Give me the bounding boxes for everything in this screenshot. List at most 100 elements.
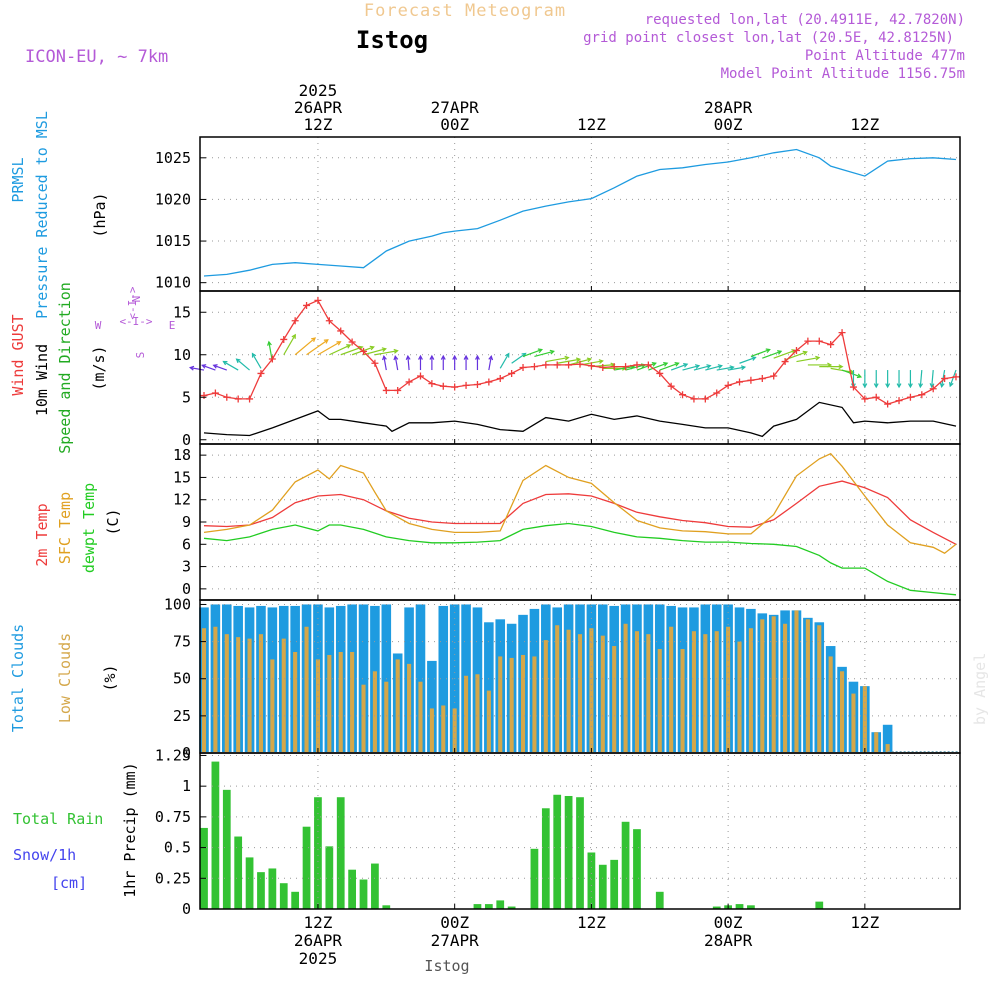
low-cloud-bar (247, 638, 252, 752)
location-title: Istog (356, 26, 428, 54)
low-clouds-label: Low Clouds (56, 633, 74, 723)
wind-arrow (329, 344, 351, 356)
compass-north: N (130, 296, 143, 303)
gust-marker (223, 393, 231, 401)
rain-bar (336, 797, 345, 909)
gust-marker (792, 347, 800, 354)
wind-arrow (796, 356, 820, 363)
wind-arrow (625, 364, 646, 371)
wind-arrow (294, 337, 316, 356)
wind-panel: 0 5 10 15 Wind GUST 10m Wind Speed and Dire… (9, 282, 961, 454)
clouds-panel: 0 25 50 75 100 Total Clouds Low Clouds (%) (9, 595, 961, 762)
low-cloud-bar (532, 656, 537, 752)
low-cloud-bar (874, 732, 879, 752)
low-cloud-bar (669, 626, 674, 752)
rain-bar (553, 794, 562, 909)
wind-arrow (407, 356, 410, 371)
wind-arrow (693, 365, 711, 371)
wind-arrow-head (212, 364, 218, 369)
rain-bar (564, 795, 573, 909)
wind-arrow (659, 362, 679, 371)
wind-arrow-head (674, 362, 680, 367)
gust-marker (553, 361, 561, 369)
y-tick-label: 0.25 (155, 869, 191, 887)
wind-arrow (773, 349, 796, 359)
gust-marker (679, 391, 687, 399)
wind-arrow-head (251, 352, 257, 358)
gust-marker (815, 337, 823, 345)
gust-marker (895, 397, 903, 405)
low-cloud-bar (828, 656, 833, 752)
low-cloud-bar (634, 631, 640, 752)
gust-marker (918, 391, 926, 399)
total-clouds-label: Total Clouds (9, 624, 27, 732)
clouds-y-axis: 0 25 50 75 100 (164, 595, 206, 762)
wind-arrow (728, 366, 745, 371)
y-tick-label: 5 (182, 388, 191, 406)
y-tick-label: 100 (164, 595, 191, 613)
pressure-label-1: PRMSL (9, 157, 27, 202)
gust-marker (508, 369, 516, 377)
y-tick-label: 12 (173, 491, 191, 509)
low-cloud-bar (851, 693, 856, 752)
y-tick-label: 18 (173, 446, 191, 464)
gust-marker (360, 347, 368, 355)
wind-arrow (648, 362, 668, 371)
pressure-label-2: Pressure Reduced to MSL (33, 111, 51, 319)
low-cloud-bar (509, 657, 514, 752)
wind-arrow-head (369, 345, 375, 351)
rain-bar (211, 761, 220, 909)
rain-bar (200, 827, 208, 909)
wind-arrow (363, 348, 386, 356)
low-cloud-bar (304, 626, 309, 752)
gust-line (203, 299, 957, 405)
rain-bar (633, 829, 641, 909)
wind-arrow (931, 369, 934, 388)
gust-marker (884, 400, 892, 408)
gust-marker (736, 378, 744, 386)
y-tick-label: 1.25 (155, 746, 191, 764)
low-cloud-bar (794, 610, 799, 752)
rain-bar (815, 901, 824, 909)
dewpt-label: dewpt Temp (80, 483, 98, 573)
y-tick-label: 0.5 (164, 839, 191, 857)
bottom-time-label: 00Z (714, 913, 743, 932)
y-tick-label: 1025 (155, 149, 191, 167)
rain-bar (222, 789, 231, 909)
wind-line (203, 401, 957, 438)
wind-10m-label: 10m Wind (33, 344, 51, 416)
wind-arrow-head (429, 354, 435, 360)
low-cloud-bar (748, 628, 753, 752)
low-cloud-bar (441, 705, 446, 752)
wind-arrow-head (463, 354, 469, 360)
wind-gust-label: Wind GUST (9, 314, 27, 395)
top-time-label: 00Z (440, 115, 469, 134)
wind-arrow (236, 358, 250, 371)
gust-marker (394, 386, 402, 394)
gust-marker (485, 378, 493, 386)
wind-arrow-head (740, 365, 747, 371)
low-cloud-bar (771, 616, 776, 752)
gust-marker (439, 382, 447, 390)
gust-marker (314, 296, 322, 304)
y-tick-label: 1020 (155, 190, 191, 208)
precip-y-axis: 0 0.25 0.5 0.75 1 1.25 (155, 746, 206, 918)
total-cloud-bar (882, 724, 893, 752)
y-tick-label: 50 (173, 670, 191, 688)
wind-arrow (306, 339, 329, 356)
low-cloud-bar (577, 634, 583, 752)
rain-bar (359, 879, 368, 909)
wind-arrow-head (929, 383, 935, 389)
wind-arrow-head (188, 365, 195, 371)
wind-arrow (534, 350, 554, 358)
wind-arrow-head (706, 364, 712, 369)
snow-label: Snow/1h (13, 846, 76, 864)
gust-marker (291, 317, 299, 325)
y-tick-label: 15 (173, 303, 191, 321)
low-cloud-bar (840, 671, 845, 752)
y-tick-label: 1015 (155, 232, 191, 250)
gust-marker (610, 363, 618, 371)
gust-marker (941, 375, 949, 383)
low-cloud-bar (555, 625, 560, 752)
low-cloud-bar (350, 651, 355, 752)
